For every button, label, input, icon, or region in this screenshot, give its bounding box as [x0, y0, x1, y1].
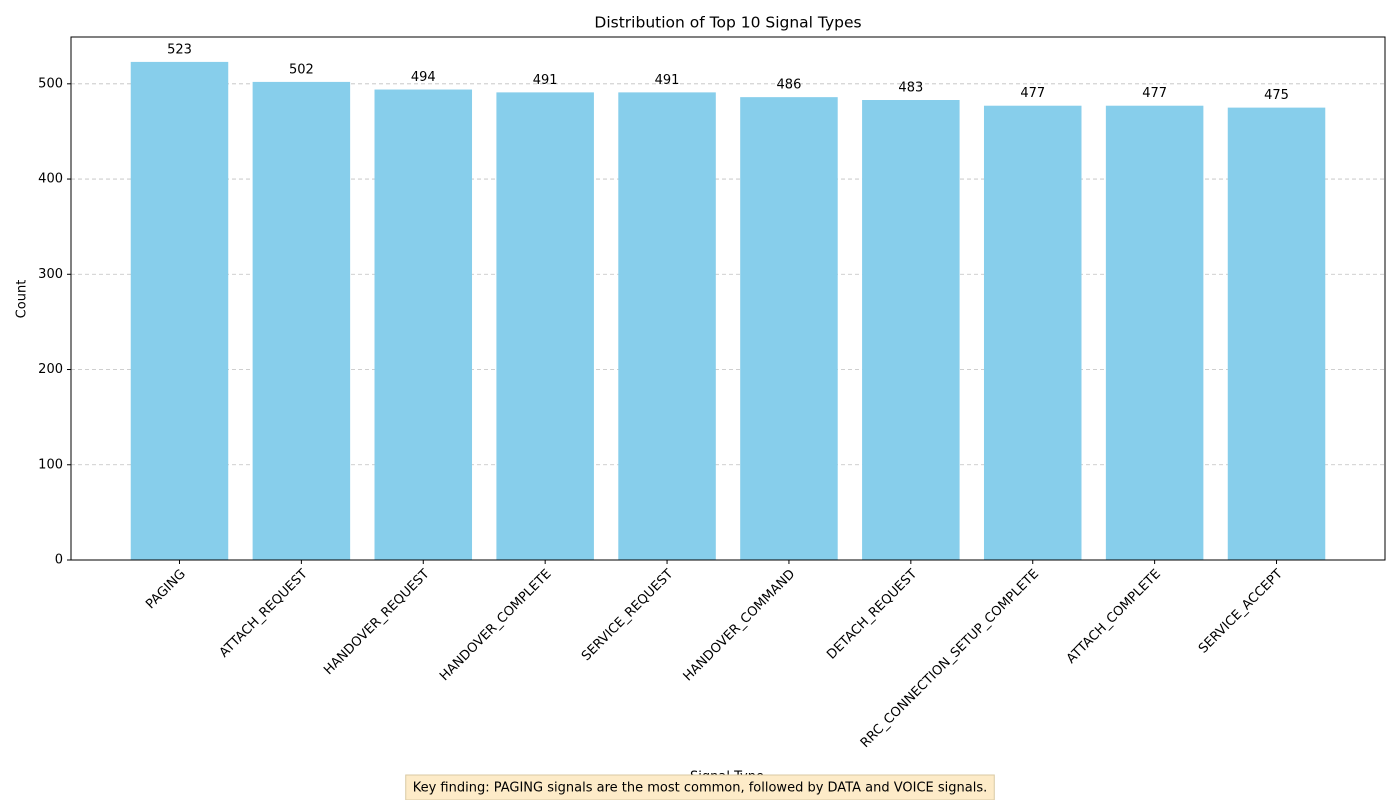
annotation: Key finding: PAGING signals are the most…: [413, 781, 988, 796]
y-axis-label: Count: [15, 280, 30, 319]
annotation-box: Key finding: PAGING signals are the most…: [405, 774, 995, 800]
x-tick-label: HANDOVER_COMPLETE: [437, 567, 554, 684]
y-tick-label: 400: [38, 172, 63, 187]
bar: [130, 61, 229, 561]
y-tick-label: 500: [38, 76, 63, 91]
value-label: 523: [167, 42, 192, 57]
bar: [740, 97, 838, 561]
value-label: 491: [655, 73, 680, 88]
value-label: 486: [777, 78, 802, 93]
value-label: 502: [289, 62, 314, 77]
x-tick-label: HANDOVER_COMMAND: [681, 567, 799, 685]
x-tick-label: SERVICE_ACCEPT: [1196, 567, 1286, 657]
bar: [1105, 105, 1204, 560]
value-label: 491: [533, 73, 558, 88]
x-tick-label: PAGING: [143, 567, 189, 613]
value-label: 475: [1264, 88, 1289, 103]
bar: [496, 92, 594, 560]
bar: [374, 89, 473, 561]
annotation-background: [405, 774, 995, 800]
bar: [618, 92, 716, 560]
bar: [983, 105, 1082, 560]
bar: [252, 81, 351, 561]
x-tick-label: DETACH_REQUEST: [824, 567, 920, 663]
x-tick-label: ATTACH_COMPLETE: [1064, 567, 1164, 667]
y-tick-label: 200: [38, 362, 63, 377]
value-label: 477: [1142, 86, 1167, 101]
y-tick-label: 0: [55, 553, 63, 568]
plot-frame: [70, 36, 1386, 561]
y-tick-label: 300: [38, 267, 63, 282]
value-label: 477: [1020, 86, 1045, 101]
bar: [1227, 107, 1326, 560]
x-tick-label: HANDOVER_REQUEST: [321, 567, 432, 678]
x-tick-label: ATTACH_REQUEST: [217, 567, 311, 661]
value-label: 494: [411, 70, 436, 85]
value-label: 483: [898, 81, 923, 96]
chart-title: Distribution of Top 10 Signal Types: [594, 14, 861, 32]
y-tick-label: 100: [38, 457, 63, 472]
bar: [862, 100, 960, 560]
x-tick-label: SERVICE_REQUEST: [579, 567, 676, 664]
